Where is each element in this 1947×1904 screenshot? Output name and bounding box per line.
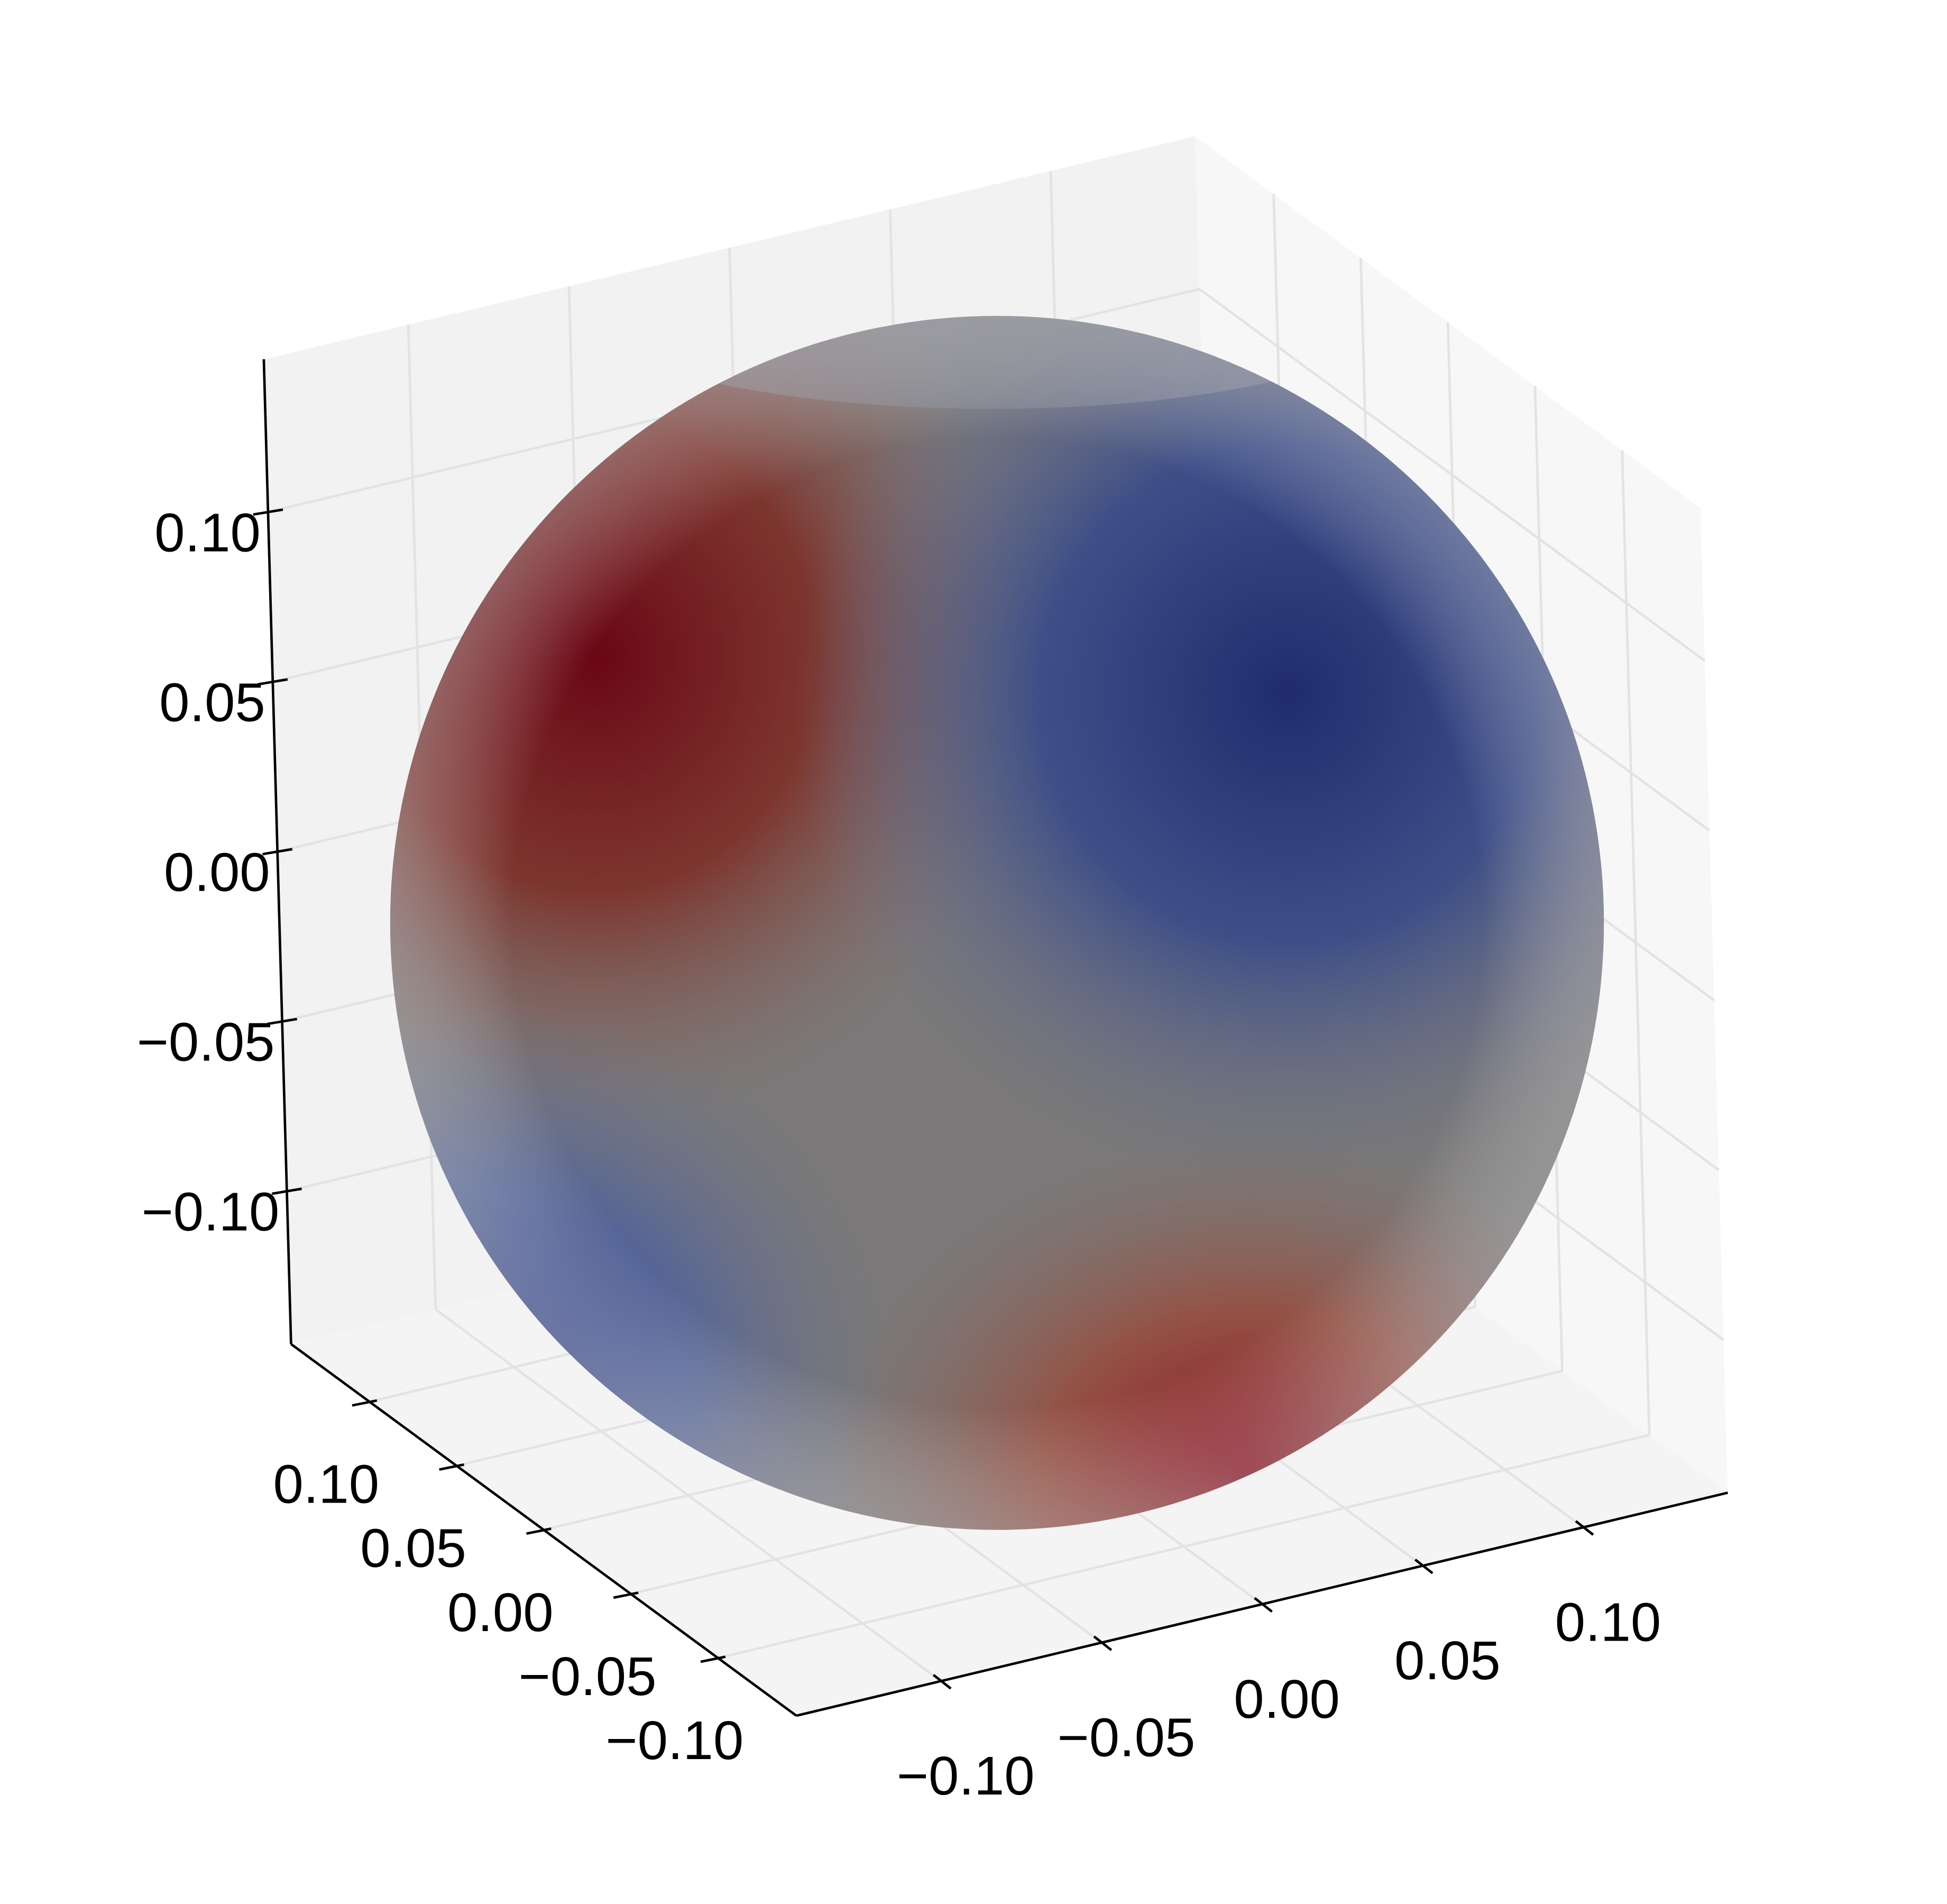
x-tick	[932, 1674, 952, 1690]
y-tick-label: 0.10	[273, 1454, 379, 1515]
x-tick-label: 0.10	[1555, 1591, 1661, 1652]
z-tick-label: −0.10	[142, 1181, 280, 1242]
y-tick	[352, 1399, 378, 1407]
z-tick	[258, 678, 288, 686]
x-tick-label: −0.05	[1058, 1707, 1196, 1768]
y-tick	[439, 1463, 464, 1471]
x-tick-label: 0.00	[1234, 1669, 1340, 1729]
y-tick-label: 0.05	[360, 1518, 466, 1579]
x-tick	[1254, 1597, 1273, 1613]
y-tick-label: 0.00	[447, 1582, 554, 1643]
y-tick-label: −0.05	[519, 1646, 657, 1707]
y-tick-label: −0.10	[605, 1710, 743, 1771]
z-tick-label: 0.10	[154, 502, 261, 563]
z-tick-label: 0.05	[159, 672, 265, 733]
axes	[253, 359, 1728, 1717]
x-tick	[1414, 1558, 1434, 1575]
z-tick	[271, 1187, 302, 1195]
y-tick	[700, 1655, 726, 1663]
z-tick	[253, 508, 283, 516]
grid-line	[1198, 288, 1706, 662]
y-tick	[613, 1591, 639, 1599]
x-tick-label: −0.10	[897, 1745, 1035, 1806]
x-tick	[1093, 1635, 1113, 1651]
z-tick	[267, 1018, 298, 1026]
z-tick-label: −0.05	[137, 1011, 275, 1072]
z-tick-label: 0.00	[164, 841, 270, 902]
y-tick	[526, 1527, 552, 1535]
grid-line	[718, 1434, 1650, 1660]
z-tick	[262, 848, 293, 856]
tick-labels: −0.10−0.050.000.050.10−0.10−0.050.000.05…	[137, 502, 1661, 1806]
x-tick-label: 0.05	[1394, 1630, 1501, 1691]
x-tick	[1575, 1520, 1594, 1536]
